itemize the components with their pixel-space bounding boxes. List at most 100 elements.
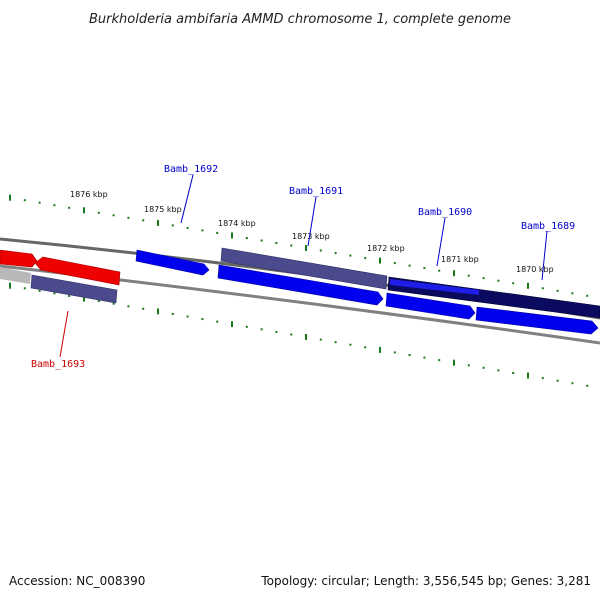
tick-mark [9, 194, 11, 201]
tick-mark [53, 204, 56, 207]
tick-mark [438, 269, 441, 272]
tick-mark [216, 320, 219, 323]
tick-mark [541, 287, 544, 290]
tick-mark [142, 307, 145, 310]
tick-mark [571, 382, 574, 385]
tick-label: 1873 kbp [292, 232, 330, 241]
tick-mark [201, 318, 204, 321]
tick-mark [38, 201, 41, 204]
tick-mark [112, 302, 115, 305]
tick-mark [423, 356, 426, 359]
tick-label: 1871 kbp [441, 255, 479, 264]
tick-mark [245, 237, 248, 239]
tick-mark [408, 264, 411, 267]
tick-mark [467, 274, 470, 277]
tick-mark [186, 315, 189, 318]
tick-mark [23, 287, 26, 290]
tick-mark [423, 267, 426, 270]
tick-mark [231, 232, 233, 239]
tick-mark [290, 244, 293, 247]
tick-mark [556, 289, 559, 292]
genome-summary-text: Topology: circular; Length: 3,556,545 bp… [261, 574, 591, 588]
tick-mark [53, 292, 56, 295]
tick-mark [453, 270, 455, 277]
tick-mark [305, 245, 307, 251]
accession-text: Accession: NC_008390 [9, 574, 146, 588]
tick-mark [245, 325, 248, 328]
tick-mark [541, 377, 544, 380]
tick-mark [364, 346, 367, 349]
tick-mark [438, 359, 441, 362]
gene-arrow-forward[interactable] [475, 306, 599, 335]
gene-block-purple[interactable] [30, 274, 118, 304]
tick-mark [482, 366, 485, 369]
tick-mark [97, 211, 100, 214]
tick-mark [260, 328, 263, 331]
tick-mark [171, 313, 174, 315]
gene-block-purple[interactable] [220, 247, 388, 290]
tick-mark [142, 219, 145, 222]
tick-mark [157, 308, 159, 315]
tick-mark [186, 226, 189, 229]
tick-label: 1870 kbp [516, 265, 554, 274]
tick-mark [68, 206, 71, 209]
tick-label: 1875 kbp [144, 205, 182, 214]
tick-mark [408, 354, 411, 356]
tick-mark [349, 343, 352, 346]
tick-mark [275, 242, 278, 244]
gene-label-bamb-1690[interactable]: Bamb_1690 [418, 207, 472, 218]
gene-label-bamb-1693[interactable]: Bamb_1693 [31, 359, 85, 370]
gene-arrow-forward[interactable] [135, 249, 210, 276]
tick-mark [364, 257, 367, 260]
tick-mark [586, 384, 589, 387]
tick-mark [571, 292, 574, 295]
tick-mark [127, 216, 130, 219]
tick-labels: 1876 kbp 1875 kbp 1874 kbp 1873 kbp 1872… [70, 190, 554, 274]
gene-label-bamb-1692[interactable]: Bamb_1692 [164, 164, 218, 175]
tick-mark [334, 252, 337, 255]
tick-mark [482, 277, 485, 280]
gene-label-leaders [59, 174, 548, 358]
tick-mark [83, 207, 85, 214]
gene-labels: Bamb_1692 Bamb_1691 Bamb_1690 Bamb_1689 … [31, 164, 575, 370]
tick-mark [379, 346, 381, 353]
gene-arrow-forward[interactable] [385, 292, 476, 320]
tick-mark [349, 254, 352, 257]
gene-arrow-reverse[interactable] [34, 256, 121, 286]
tick-mark [512, 372, 515, 374]
tick-mark [512, 282, 515, 285]
tick-mark [275, 330, 278, 333]
tick-mark [231, 321, 233, 328]
gene-features [0, 247, 600, 335]
tick-mark [453, 359, 455, 366]
tick-mark [379, 257, 381, 264]
tick-mark [171, 224, 174, 227]
tick-mark [38, 289, 41, 292]
tick-mark [319, 249, 322, 252]
tick-mark [586, 294, 589, 297]
tick-mark [556, 379, 559, 382]
tick-mark [319, 338, 322, 341]
tick-mark [393, 351, 396, 354]
tick-mark [112, 214, 115, 217]
tick-mark [23, 199, 26, 202]
tick-label: 1872 kbp [367, 244, 405, 253]
gene-arrow-forward[interactable] [217, 264, 384, 306]
tick-mark [83, 295, 85, 302]
tick-mark [127, 305, 130, 308]
gene-highlight-blue [390, 279, 479, 295]
gene-segment-gray [0, 267, 31, 284]
outer-tick-ring [9, 194, 589, 297]
gene-label-bamb-1689[interactable]: Bamb_1689 [521, 221, 575, 232]
tick-mark [9, 282, 11, 289]
tick-label: 1876 kbp [70, 190, 108, 199]
tick-mark [305, 334, 307, 340]
tick-mark [527, 372, 529, 379]
tick-mark [497, 369, 500, 372]
tick-mark [497, 279, 500, 282]
tick-mark [290, 333, 293, 336]
gene-arrow-reverse[interactable] [0, 249, 38, 268]
tick-mark [260, 239, 263, 242]
gene-label-bamb-1691[interactable]: Bamb_1691 [289, 186, 343, 197]
